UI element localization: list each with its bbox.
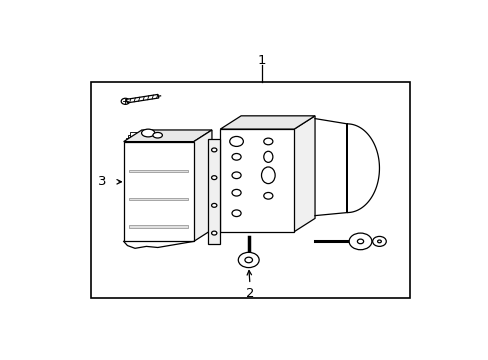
Ellipse shape: [211, 148, 217, 152]
Ellipse shape: [357, 239, 363, 244]
Ellipse shape: [231, 172, 241, 179]
Bar: [129, 198, 188, 200]
Bar: [123, 141, 193, 242]
Ellipse shape: [141, 129, 155, 137]
Polygon shape: [123, 130, 211, 141]
Ellipse shape: [372, 237, 386, 246]
Ellipse shape: [211, 176, 217, 180]
Ellipse shape: [263, 151, 272, 162]
Ellipse shape: [377, 240, 381, 243]
Ellipse shape: [261, 167, 275, 184]
Bar: [129, 170, 188, 172]
Text: 1: 1: [257, 54, 265, 67]
Bar: [128, 135, 198, 235]
Ellipse shape: [211, 231, 217, 235]
Ellipse shape: [121, 98, 129, 104]
Ellipse shape: [348, 233, 371, 250]
Polygon shape: [126, 94, 159, 103]
Polygon shape: [294, 116, 314, 232]
Ellipse shape: [231, 210, 241, 217]
Polygon shape: [220, 116, 314, 129]
Ellipse shape: [231, 189, 241, 196]
Ellipse shape: [229, 136, 243, 147]
Ellipse shape: [153, 132, 162, 138]
Text: 2: 2: [246, 270, 254, 300]
Ellipse shape: [263, 138, 272, 145]
Polygon shape: [346, 124, 379, 212]
Bar: [220, 129, 294, 232]
Bar: [129, 225, 188, 228]
Ellipse shape: [231, 153, 241, 160]
Ellipse shape: [238, 252, 259, 267]
Ellipse shape: [211, 203, 217, 207]
Bar: [130, 132, 200, 231]
Ellipse shape: [244, 257, 252, 263]
Ellipse shape: [263, 193, 272, 199]
Text: 3: 3: [98, 175, 106, 188]
Bar: [91, 82, 409, 298]
Bar: [208, 139, 220, 244]
Bar: [126, 138, 196, 238]
Polygon shape: [193, 130, 211, 242]
